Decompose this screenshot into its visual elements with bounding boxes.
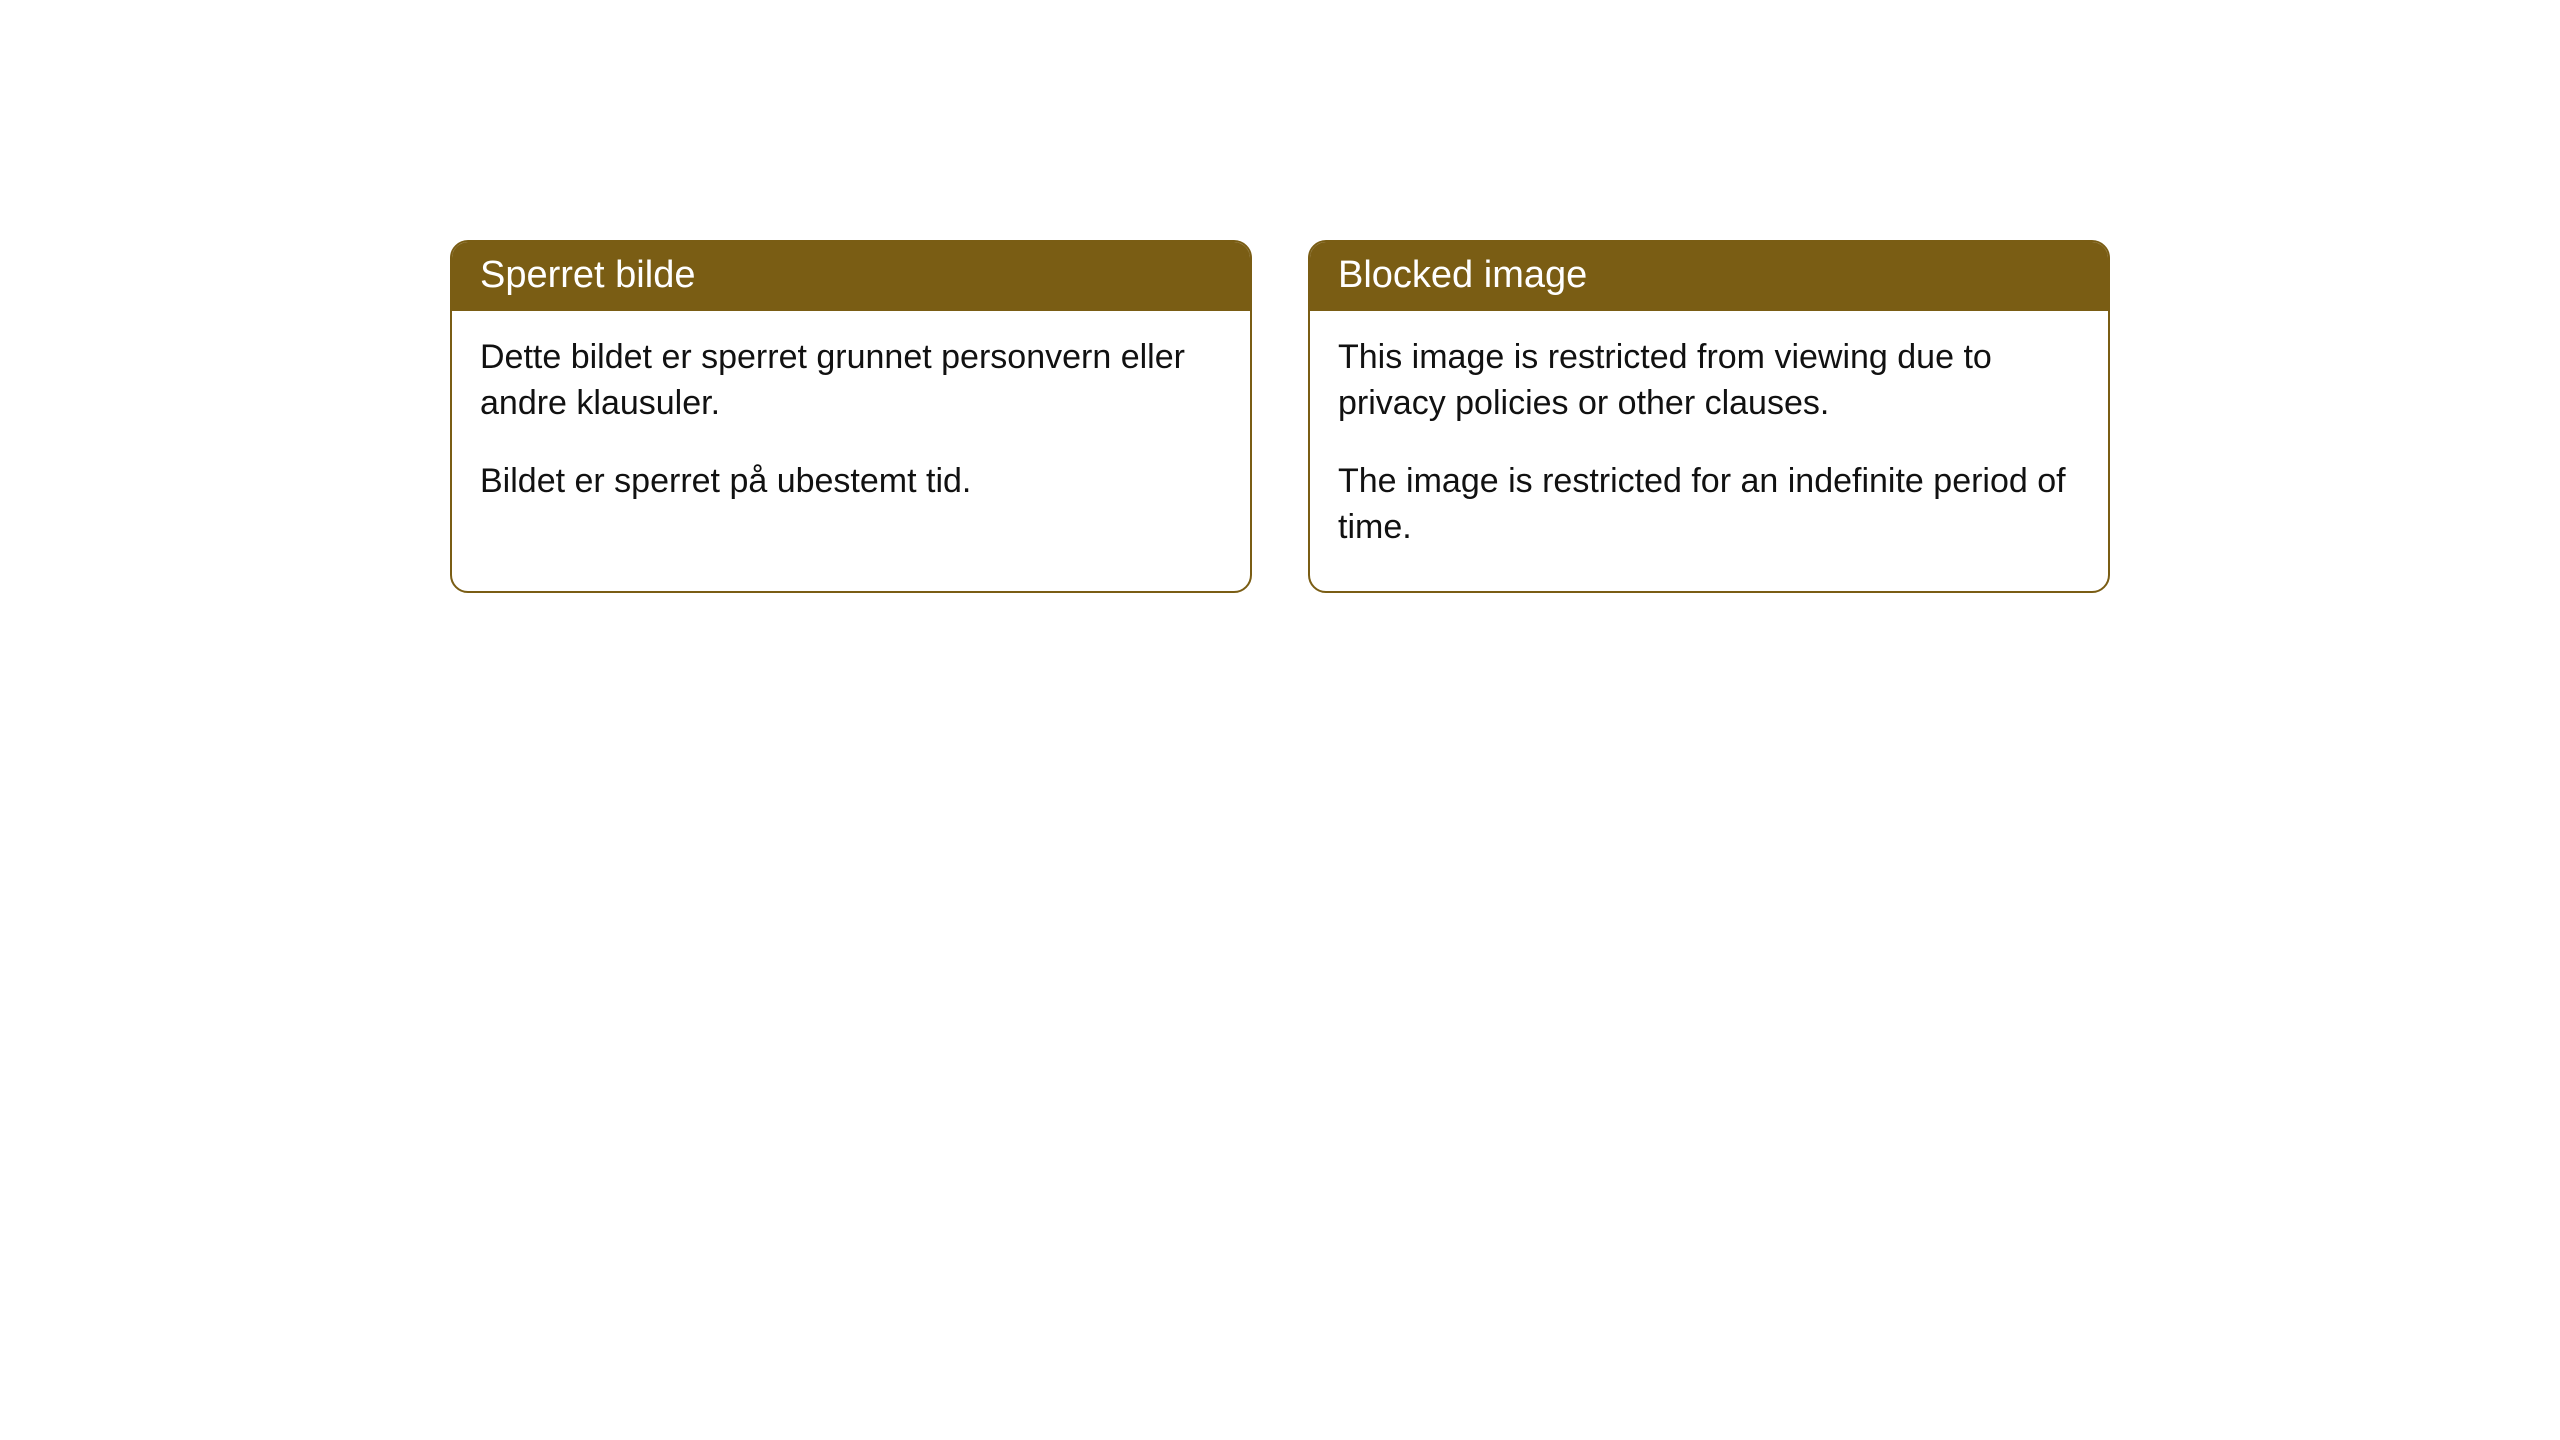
card-para2-no: Bildet er sperret på ubestemt tid. <box>480 459 1222 505</box>
blocked-image-card-en: Blocked image This image is restricted f… <box>1308 240 2110 593</box>
cards-container: Sperret bilde Dette bildet er sperret gr… <box>450 240 2110 593</box>
blocked-image-card-no: Sperret bilde Dette bildet er sperret gr… <box>450 240 1252 593</box>
card-para1-no: Dette bildet er sperret grunnet personve… <box>480 335 1222 427</box>
card-body-no: Dette bildet er sperret grunnet personve… <box>452 311 1250 545</box>
card-para1-en: This image is restricted from viewing du… <box>1338 335 2080 427</box>
card-header-en: Blocked image <box>1310 242 2108 311</box>
card-header-no: Sperret bilde <box>452 242 1250 311</box>
card-para2-en: The image is restricted for an indefinit… <box>1338 459 2080 551</box>
card-body-en: This image is restricted from viewing du… <box>1310 311 2108 591</box>
